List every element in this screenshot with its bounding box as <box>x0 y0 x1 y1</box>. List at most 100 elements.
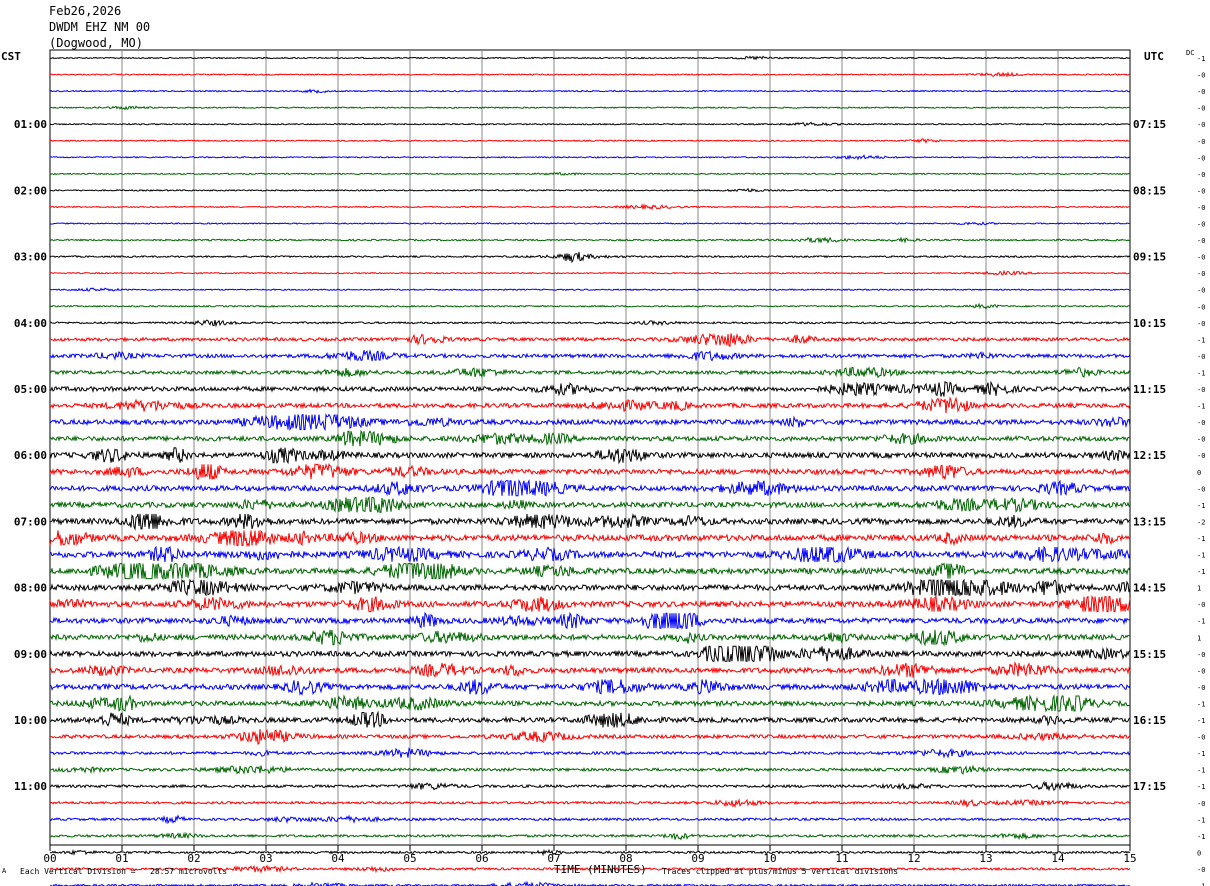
left-hour-label: 11:00 <box>14 780 47 793</box>
dc-offset-label: -0 <box>1197 105 1205 113</box>
dc-offset-label: -1 <box>1197 700 1205 708</box>
x-tick-label: 09 <box>691 852 704 865</box>
seismic-trace <box>49 780 1131 792</box>
left-hour-labels: 01:00 02:00 03:00 04:00 05:00 06:00 07:00 08:00… <box>14 118 47 793</box>
left-hour-label: 05:00 <box>14 383 47 396</box>
dc-offset-label: -1 <box>1197 336 1205 344</box>
seismic-trace <box>49 495 1131 513</box>
left-hour-label: 06:00 <box>14 449 47 462</box>
seismic-trace <box>49 202 1131 211</box>
dc-offset-label: -0 <box>1197 154 1205 162</box>
right-hour-label: 16:15 <box>1133 714 1166 727</box>
header-date: Feb26,2026 <box>49 4 122 18</box>
seismic-trace <box>50 545 1131 564</box>
x-tick-label: 04 <box>331 852 345 865</box>
dc-offset-label: 0 <box>1197 849 1201 857</box>
seismic-trace <box>49 478 1131 497</box>
seismic-trace <box>49 105 1131 111</box>
x-tick-label: 08 <box>619 852 632 865</box>
dc-offset-label: -1 <box>1197 618 1205 626</box>
dc-offset-label: -0 <box>1197 187 1205 195</box>
dc-offset-label: -0 <box>1197 419 1205 427</box>
seismic-trace <box>49 332 1131 347</box>
dc-offset-label: -0 <box>1197 270 1205 278</box>
dc-offset-label: -0 <box>1197 667 1205 675</box>
dc-offset-label: -1 <box>1197 552 1205 560</box>
seismic-trace <box>50 171 1131 177</box>
dc-offset-label: -1 <box>1197 883 1205 886</box>
dc-offset-label: -1 <box>1197 816 1205 824</box>
scale-note: Each Vertical Division = 28.57 microvolt… <box>20 867 228 876</box>
dc-offset-label: -1 <box>1197 783 1205 791</box>
left-hour-label: 08:00 <box>14 582 47 595</box>
dc-offset-label: -0 <box>1197 121 1205 129</box>
dc-offset-label: -1 <box>1197 767 1205 775</box>
dc-offset-label: -0 <box>1197 601 1205 609</box>
seismic-trace <box>49 380 1131 397</box>
seismic-trace <box>49 814 1131 825</box>
seismic-trace <box>49 349 1131 362</box>
dc-offset-label: -0 <box>1197 204 1205 212</box>
x-tick-label: 01 <box>115 852 128 865</box>
dc-offset-label: 1 <box>1197 634 1201 642</box>
seismic-trace <box>49 462 1131 481</box>
header-location: (Dogwood, MO) <box>49 36 143 50</box>
seismic-trace <box>49 677 1131 696</box>
dc-offset-label: -2 <box>1197 518 1205 526</box>
seismic-trace <box>49 236 1131 244</box>
seismic-trace <box>49 710 1131 728</box>
dc-offset-label: -1 <box>1197 717 1205 725</box>
right-hour-labels: 07:15 08:15 09:15 10:15 11:15 12:15 13:15 14:15… <box>1133 118 1166 793</box>
dc-offset-label: -1 <box>1197 403 1205 411</box>
x-tick-label: 02 <box>187 852 200 865</box>
dc-offset-label: -1 <box>1197 55 1205 63</box>
left-hour-label: 03:00 <box>14 251 47 264</box>
right-hour-label: 14:15 <box>1133 582 1166 595</box>
dc-offset-label: -0 <box>1197 171 1205 179</box>
x-tick-label: 11 <box>835 852 848 865</box>
seismic-trace <box>49 251 1131 264</box>
seismic-trace <box>49 287 1131 292</box>
left-hour-label: 04:00 <box>14 317 47 330</box>
dc-offset-label: -1 <box>1197 502 1205 510</box>
seismic-trace <box>49 562 1131 581</box>
left-timezone-label: CST <box>1 50 21 63</box>
x-tick-label: 12 <box>907 852 920 865</box>
dc-offset-label: -0 <box>1197 320 1205 328</box>
right-hour-label: 07:15 <box>1133 118 1166 131</box>
seismic-trace <box>49 864 1131 874</box>
seismic-trace <box>49 413 1131 432</box>
left-hour-label: 10:00 <box>14 714 47 727</box>
dc-offset-label: 0 <box>1197 469 1201 477</box>
dc-header-label: DC <box>1186 49 1195 57</box>
left-hour-label: 07:00 <box>14 515 47 528</box>
x-tick-label: 14 <box>1051 852 1065 865</box>
dc-offset-label: -0 <box>1197 72 1205 80</box>
clip-note: Traces clipped at plus/minus 5 vertical … <box>662 867 899 876</box>
seismic-trace <box>49 396 1131 414</box>
dc-offset-label: -0 <box>1197 386 1205 394</box>
seismic-trace <box>49 121 1131 127</box>
left-hour-label: 09:00 <box>14 648 47 661</box>
seismic-trace <box>49 88 1131 95</box>
seismic-trace <box>50 269 1131 276</box>
seismic-trace <box>49 55 1131 61</box>
seismic-trace <box>49 880 1131 886</box>
dc-offset-label: -1 <box>1197 750 1205 758</box>
dc-offset-label: -0 <box>1197 287 1205 295</box>
seismic-trace <box>49 848 1131 857</box>
dc-offset-label: -0 <box>1197 651 1205 659</box>
dc-offset-label: -0 <box>1197 88 1205 96</box>
seismic-trace <box>49 645 1131 662</box>
plot-frame <box>49 49 1131 846</box>
dc-offset-label: -1 <box>1197 535 1205 543</box>
x-tick-label: 10 <box>763 852 776 865</box>
seismic-trace <box>49 578 1131 597</box>
seismic-trace <box>49 798 1131 808</box>
seismic-trace <box>49 138 1131 144</box>
seismic-trace <box>49 221 1131 226</box>
header-station: DWDM EHZ NM 00 <box>49 20 151 34</box>
seismic-trace <box>49 512 1131 531</box>
right-hour-label: 09:15 <box>1133 251 1166 264</box>
x-tick-label: 03 <box>259 852 272 865</box>
